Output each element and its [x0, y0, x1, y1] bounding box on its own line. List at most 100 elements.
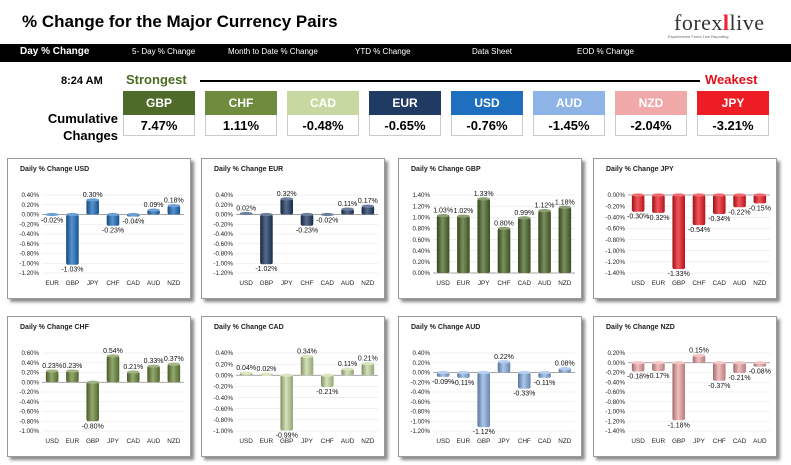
bar-group: [341, 207, 354, 215]
bar-cap: [517, 370, 531, 375]
y-tick-label: -1.00%: [213, 428, 233, 435]
x-category-label: CAD: [518, 280, 532, 287]
bar-cap: [558, 367, 572, 371]
data-label: -1.03%: [61, 267, 83, 274]
y-tick-label: -1.00%: [19, 428, 39, 435]
bar: [361, 363, 375, 376]
y-tick-label: 0.20%: [607, 350, 625, 357]
x-category-label: CAD: [713, 280, 727, 287]
nav-5-day-change[interactable]: 5- Day % Change: [132, 47, 196, 56]
x-category-label: EUR: [652, 438, 666, 445]
bar-cap: [538, 209, 551, 213]
y-tick-label: -0.20%: [605, 203, 625, 210]
bar: [672, 362, 686, 421]
nav-ytd-change[interactable]: YTD % Change: [355, 47, 411, 56]
currency-cumulative-value: -0.76%: [451, 115, 523, 136]
nav-bar: Day % Change 5- Day % Change Month to Da…: [0, 44, 791, 62]
data-label: -0.30%: [627, 214, 649, 221]
bar-cap: [341, 207, 354, 211]
bar-chart: 0.20% 0.00% -0.20% -0.40% -0.60% -0.80% -1.00%…: [605, 347, 771, 445]
x-category-label: CHF: [321, 438, 334, 445]
currency-code: NZD: [615, 91, 687, 115]
bar-cap: [300, 212, 314, 217]
chart-panel-gbp: Daily % Change GBP 1.40% 1.20% 1.00% 0.80% 0.…: [398, 158, 582, 299]
data-label: -0.18%: [627, 374, 649, 381]
bar-group: [320, 373, 334, 387]
x-category-label: GBP: [477, 438, 491, 445]
bar: [477, 198, 491, 273]
data-label: 1.18%: [555, 199, 575, 206]
bar-cap: [300, 354, 314, 358]
chart-title: Daily % Change EUR: [214, 166, 284, 173]
bar-group: [538, 370, 551, 378]
data-label: -1.12%: [473, 429, 495, 436]
y-tick-label: -1.00%: [410, 418, 430, 425]
x-category-label: EUR: [66, 438, 80, 445]
y-tick-label: 0.00%: [607, 360, 625, 367]
y-tick-label: 0.20%: [21, 370, 39, 377]
x-category-label: AUD: [341, 438, 355, 445]
bar-group: [517, 370, 531, 389]
x-category-label: USD: [239, 280, 253, 287]
nav-month-to-date[interactable]: Month to Date % Change: [228, 47, 318, 56]
currency-cumulative-value: -1.45%: [533, 115, 605, 136]
bar-cap: [477, 370, 491, 375]
bar-group: [692, 353, 706, 363]
data-label: 0.18%: [164, 198, 184, 205]
bar-cap: [86, 198, 100, 202]
y-tick-label: -0.60%: [605, 389, 625, 396]
x-category-label: CAD: [127, 438, 141, 445]
nav-eod-change[interactable]: EOD % Change: [577, 47, 634, 56]
nav-day-change[interactable]: Day % Change: [20, 46, 90, 57]
data-label: -0.99%: [276, 432, 298, 439]
x-category-label: CAD: [127, 280, 141, 287]
nav-data-sheet[interactable]: Data Sheet: [472, 47, 513, 56]
y-tick-label: 0.00%: [412, 270, 430, 277]
bar: [733, 195, 746, 208]
bar-group: [126, 370, 140, 383]
bar-cap: [457, 214, 470, 218]
currency-code: USD: [451, 91, 523, 115]
bar-group: [672, 361, 686, 421]
bar-group: [497, 360, 511, 373]
data-label: 0.34%: [297, 348, 317, 355]
x-category-label: JPY: [498, 438, 510, 445]
bar: [106, 355, 120, 383]
bar-group: [436, 370, 450, 377]
bar: [300, 356, 314, 376]
bar: [477, 372, 491, 428]
currency-code: JPY: [697, 91, 769, 115]
bar-cap: [66, 369, 79, 373]
bar-cap: [712, 193, 726, 197]
y-tick-label: -0.40%: [213, 395, 233, 402]
y-tick-label: -0.80%: [605, 399, 625, 406]
y-tick-label: 0.00%: [21, 379, 39, 386]
data-label: 0.21%: [123, 364, 143, 371]
bar: [538, 210, 551, 273]
bar: [692, 195, 706, 226]
currency-code: CHF: [205, 91, 277, 115]
y-tick-label: 0.00%: [215, 212, 233, 219]
bar-group: [280, 197, 294, 215]
bar-group: [106, 354, 120, 383]
y-tick-label: 1.20%: [412, 203, 430, 210]
bar-cap: [497, 226, 511, 231]
currency-cumulative-value: -0.48%: [287, 115, 359, 136]
bar-group: [477, 370, 491, 428]
bar-group: [631, 361, 645, 372]
x-category-label: CAD: [321, 280, 335, 287]
weakest-label: Weakest: [705, 72, 758, 87]
y-tick-label: 0.40%: [412, 248, 430, 255]
chart-panel-jpy: Daily % Change JPY 0.00% -0.20% -0.40% -0.60…: [593, 158, 777, 299]
chart-panel-nzd: Daily % Change NZD 0.20% 0.00% -0.20% -0.40%…: [593, 316, 777, 457]
y-tick-label: 0.20%: [215, 361, 233, 368]
bar-group: [477, 197, 491, 273]
bar-group: [558, 205, 572, 273]
bar: [652, 362, 665, 372]
data-label: -0.54%: [688, 227, 710, 234]
bar: [260, 214, 273, 265]
bar-cap: [167, 362, 181, 366]
y-tick-label: 1.00%: [412, 214, 430, 221]
bar-group: [86, 380, 100, 422]
data-label: -1.02%: [255, 266, 277, 273]
